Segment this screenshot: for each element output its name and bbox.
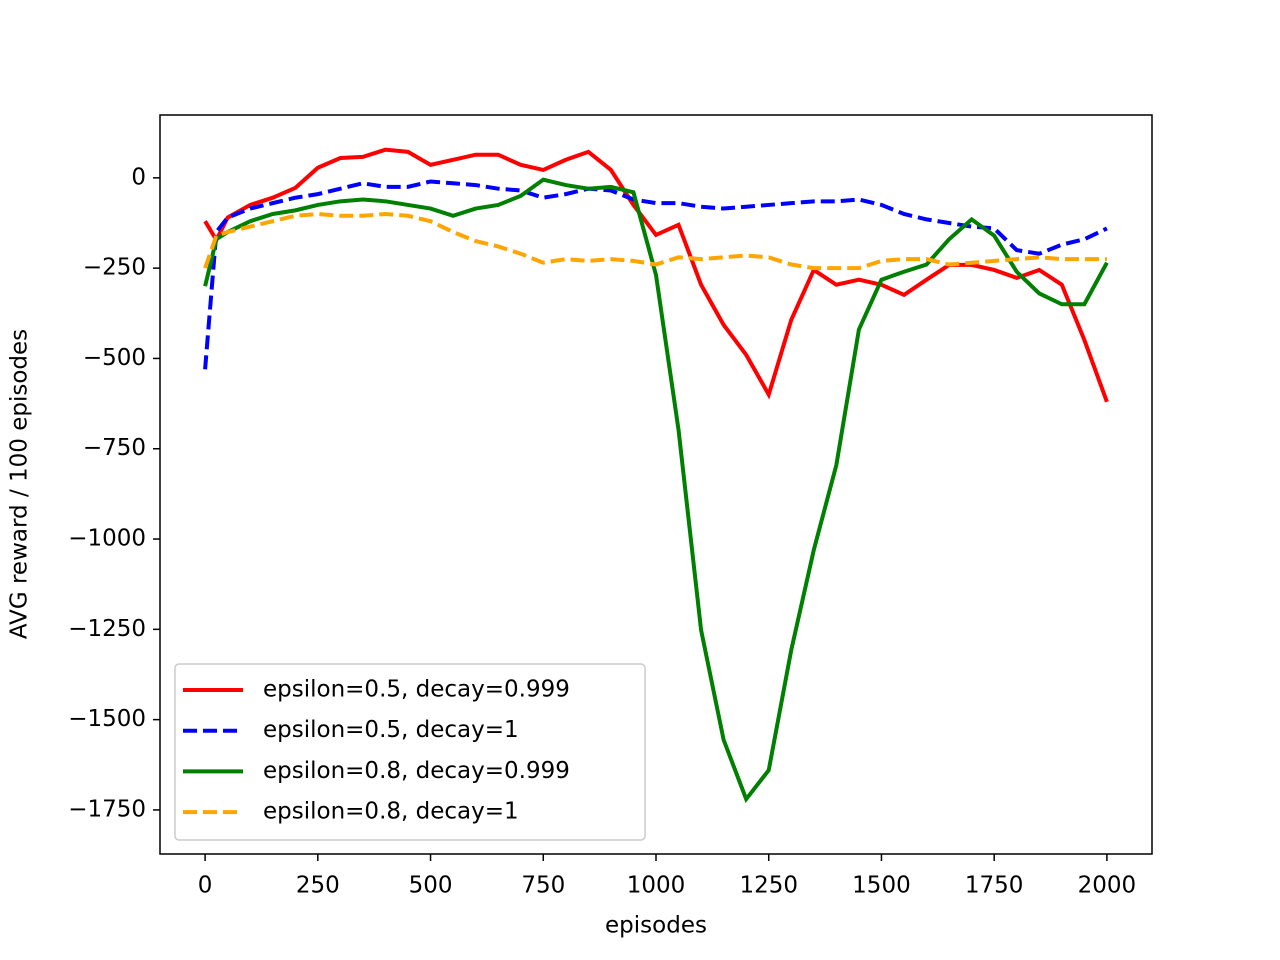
x-axis-label: episodes [605,913,707,939]
legend-label: epsilon=0.8, decay=1 [263,799,519,825]
series-line [203,177,1109,804]
x-tick-label: 1750 [965,873,1024,899]
y-tick-label: −1750 [68,796,146,822]
y-tick-label: −1250 [68,616,146,642]
x-tick-label: 250 [296,873,340,899]
x-tick-label: 500 [409,873,453,899]
series-line [203,179,1108,370]
legend-box [174,663,646,841]
x-tick-label: 1500 [852,873,911,899]
x-tick-label: 2000 [1078,873,1137,899]
y-tick-label: 0 [131,164,146,190]
legend-label: epsilon=0.8, decay=0.999 [263,758,570,784]
y-tick-label: −250 [83,255,146,281]
y-tick-label: −500 [83,345,146,371]
x-tick-label: 1000 [627,873,686,899]
legend-label: epsilon=0.5, decay=1 [263,717,519,743]
plot-frame [159,114,1153,855]
x-tick-label: 750 [521,873,565,899]
y-axis-label: AVG reward / 100 episodes [7,329,33,639]
x-tick-label: 0 [198,873,213,899]
y-tick-label: −1000 [68,526,146,552]
y-tick-label: −1500 [68,706,146,732]
series-line [203,211,1107,271]
y-tick-label: −750 [83,435,146,461]
legend-label: epsilon=0.5, decay=0.999 [263,677,570,703]
x-tick-label: 1250 [739,873,798,899]
